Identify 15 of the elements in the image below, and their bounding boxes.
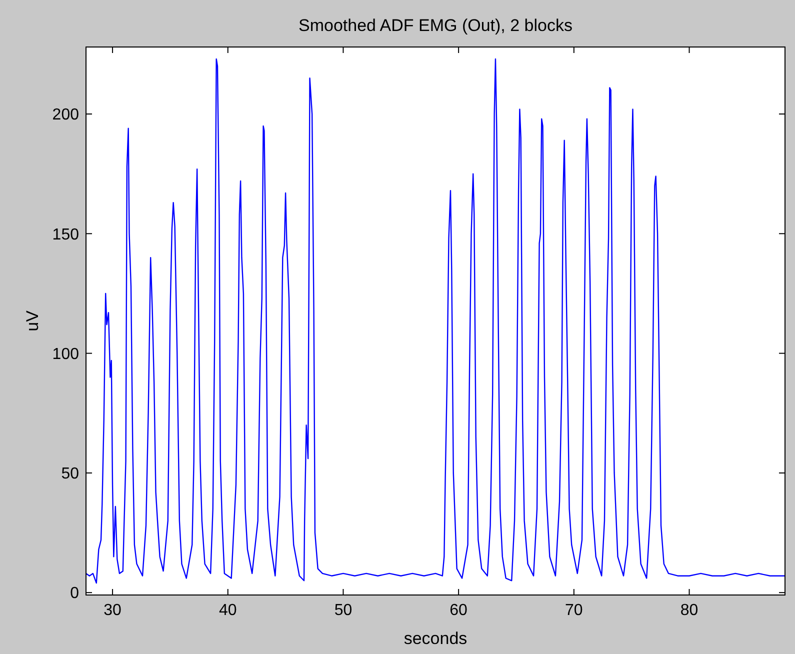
chart-title: Smoothed ADF EMG (Out), 2 blocks [298, 16, 572, 35]
y-tick-label: 100 [52, 346, 80, 363]
y-tick-label: 50 [61, 466, 80, 483]
x-tick-label: 80 [680, 602, 698, 619]
x-axis-title: seconds [404, 629, 468, 648]
x-tick-label: 40 [218, 602, 237, 619]
y-tick-label: 0 [70, 585, 80, 602]
x-tick-label: 70 [565, 602, 583, 619]
x-tick-label: 60 [450, 602, 468, 619]
y-tick-label: 200 [52, 106, 80, 124]
y-axis-title: uV [23, 310, 42, 332]
x-tick-label: 50 [334, 602, 352, 619]
y-tick-label: 150 [52, 226, 80, 244]
line-series [86, 58, 785, 584]
x-tick-label: 30 [104, 602, 122, 619]
